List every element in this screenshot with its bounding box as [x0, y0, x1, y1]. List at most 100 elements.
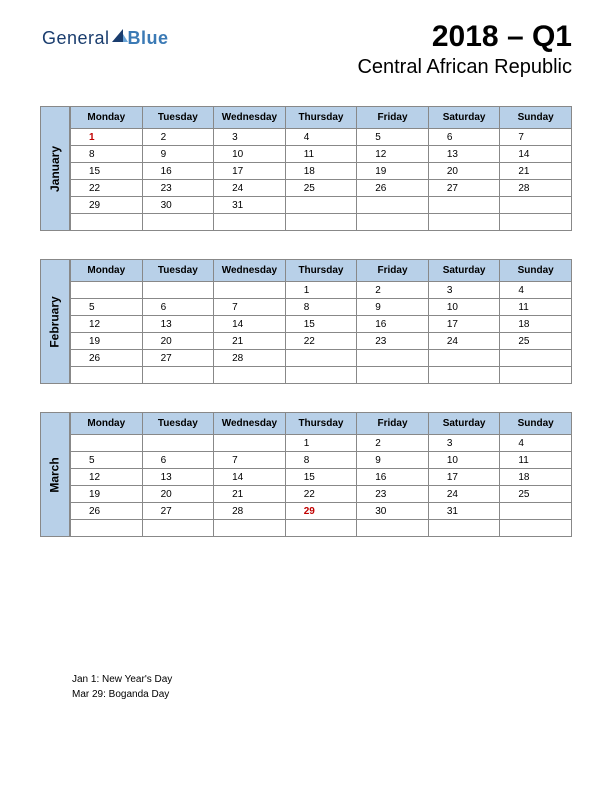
day-cell: 12 — [71, 469, 143, 486]
day-cell: 20 — [428, 163, 500, 180]
day-cell — [357, 520, 429, 537]
day-cell — [357, 214, 429, 231]
day-cell: 31 — [214, 197, 286, 214]
week-row — [71, 520, 572, 537]
day-header: Saturday — [428, 413, 500, 435]
day-cell: 17 — [428, 469, 500, 486]
day-cell — [214, 435, 286, 452]
day-cell: 6 — [428, 129, 500, 146]
day-cell: 9 — [357, 452, 429, 469]
week-row: 12131415161718 — [71, 316, 572, 333]
day-cell — [71, 367, 143, 384]
day-cell: 4 — [500, 282, 572, 299]
day-cell: 26 — [71, 503, 143, 520]
calendar-container: JanuaryMondayTuesdayWednesdayThursdayFri… — [40, 106, 572, 565]
week-row: 567891011 — [71, 299, 572, 316]
day-cell: 27 — [428, 180, 500, 197]
day-cell — [214, 214, 286, 231]
week-row: 19202122232425 — [71, 486, 572, 503]
day-cell: 28 — [214, 503, 286, 520]
day-cell — [71, 282, 143, 299]
day-cell: 16 — [357, 316, 429, 333]
day-cell: 26 — [357, 180, 429, 197]
day-header: Wednesday — [214, 107, 286, 129]
day-cell — [71, 520, 143, 537]
day-cell: 15 — [71, 163, 143, 180]
day-cell: 9 — [142, 146, 214, 163]
week-row — [71, 214, 572, 231]
day-cell-holiday: 1 — [71, 129, 143, 146]
week-row: 1234 — [71, 282, 572, 299]
day-cell: 23 — [357, 333, 429, 350]
day-cell: 5 — [71, 452, 143, 469]
day-header: Wednesday — [214, 413, 286, 435]
day-cell: 12 — [357, 146, 429, 163]
day-cell — [500, 214, 572, 231]
day-cell: 23 — [142, 180, 214, 197]
day-cell: 10 — [214, 146, 286, 163]
day-header: Thursday — [285, 260, 357, 282]
week-row: 12131415161718 — [71, 469, 572, 486]
day-header: Friday — [357, 413, 429, 435]
day-cell — [142, 282, 214, 299]
holiday-note-line: Mar 29: Boganda Day — [72, 687, 172, 702]
day-header: Tuesday — [142, 107, 214, 129]
day-cell: 10 — [428, 299, 500, 316]
day-header: Tuesday — [142, 260, 214, 282]
day-cell: 26 — [71, 350, 143, 367]
day-cell: 30 — [142, 197, 214, 214]
day-cell — [71, 435, 143, 452]
week-row: 22232425262728 — [71, 180, 572, 197]
day-header: Sunday — [500, 260, 572, 282]
month-label: January — [40, 106, 70, 231]
day-cell: 21 — [214, 333, 286, 350]
day-cell — [500, 197, 572, 214]
day-header: Friday — [357, 260, 429, 282]
day-header: Monday — [71, 107, 143, 129]
logo: General Blue — [42, 28, 169, 49]
day-cell: 18 — [500, 469, 572, 486]
day-cell: 9 — [357, 299, 429, 316]
day-cell — [142, 520, 214, 537]
day-cell: 5 — [71, 299, 143, 316]
day-cell — [357, 367, 429, 384]
day-cell: 24 — [428, 333, 500, 350]
day-cell: 28 — [214, 350, 286, 367]
day-header: Tuesday — [142, 413, 214, 435]
month-label: February — [40, 259, 70, 384]
day-cell: 7 — [214, 299, 286, 316]
day-header: Monday — [71, 260, 143, 282]
day-cell: 11 — [500, 299, 572, 316]
day-cell — [285, 367, 357, 384]
day-cell: 25 — [500, 333, 572, 350]
day-cell: 22 — [71, 180, 143, 197]
day-cell: 27 — [142, 503, 214, 520]
day-cell: 31 — [428, 503, 500, 520]
day-cell: 27 — [142, 350, 214, 367]
day-header: Wednesday — [214, 260, 286, 282]
day-cell: 14 — [500, 146, 572, 163]
day-cell: 25 — [285, 180, 357, 197]
day-cell — [142, 435, 214, 452]
day-cell: 2 — [357, 435, 429, 452]
logo-triangle-icon — [112, 28, 128, 44]
day-cell: 17 — [214, 163, 286, 180]
holiday-notes: Jan 1: New Year's DayMar 29: Boganda Day — [72, 672, 172, 702]
day-cell: 16 — [142, 163, 214, 180]
day-cell: 18 — [500, 316, 572, 333]
day-header: Friday — [357, 107, 429, 129]
day-cell: 21 — [214, 486, 286, 503]
day-cell — [285, 520, 357, 537]
month-name: February — [48, 296, 62, 347]
day-cell: 16 — [357, 469, 429, 486]
day-header: Sunday — [500, 107, 572, 129]
day-cell — [285, 350, 357, 367]
day-cell: 15 — [285, 316, 357, 333]
day-cell: 19 — [357, 163, 429, 180]
week-row: 19202122232425 — [71, 333, 572, 350]
day-cell: 13 — [428, 146, 500, 163]
month-label: March — [40, 412, 70, 537]
day-cell — [428, 214, 500, 231]
day-cell: 12 — [71, 316, 143, 333]
week-row: 1234 — [71, 435, 572, 452]
